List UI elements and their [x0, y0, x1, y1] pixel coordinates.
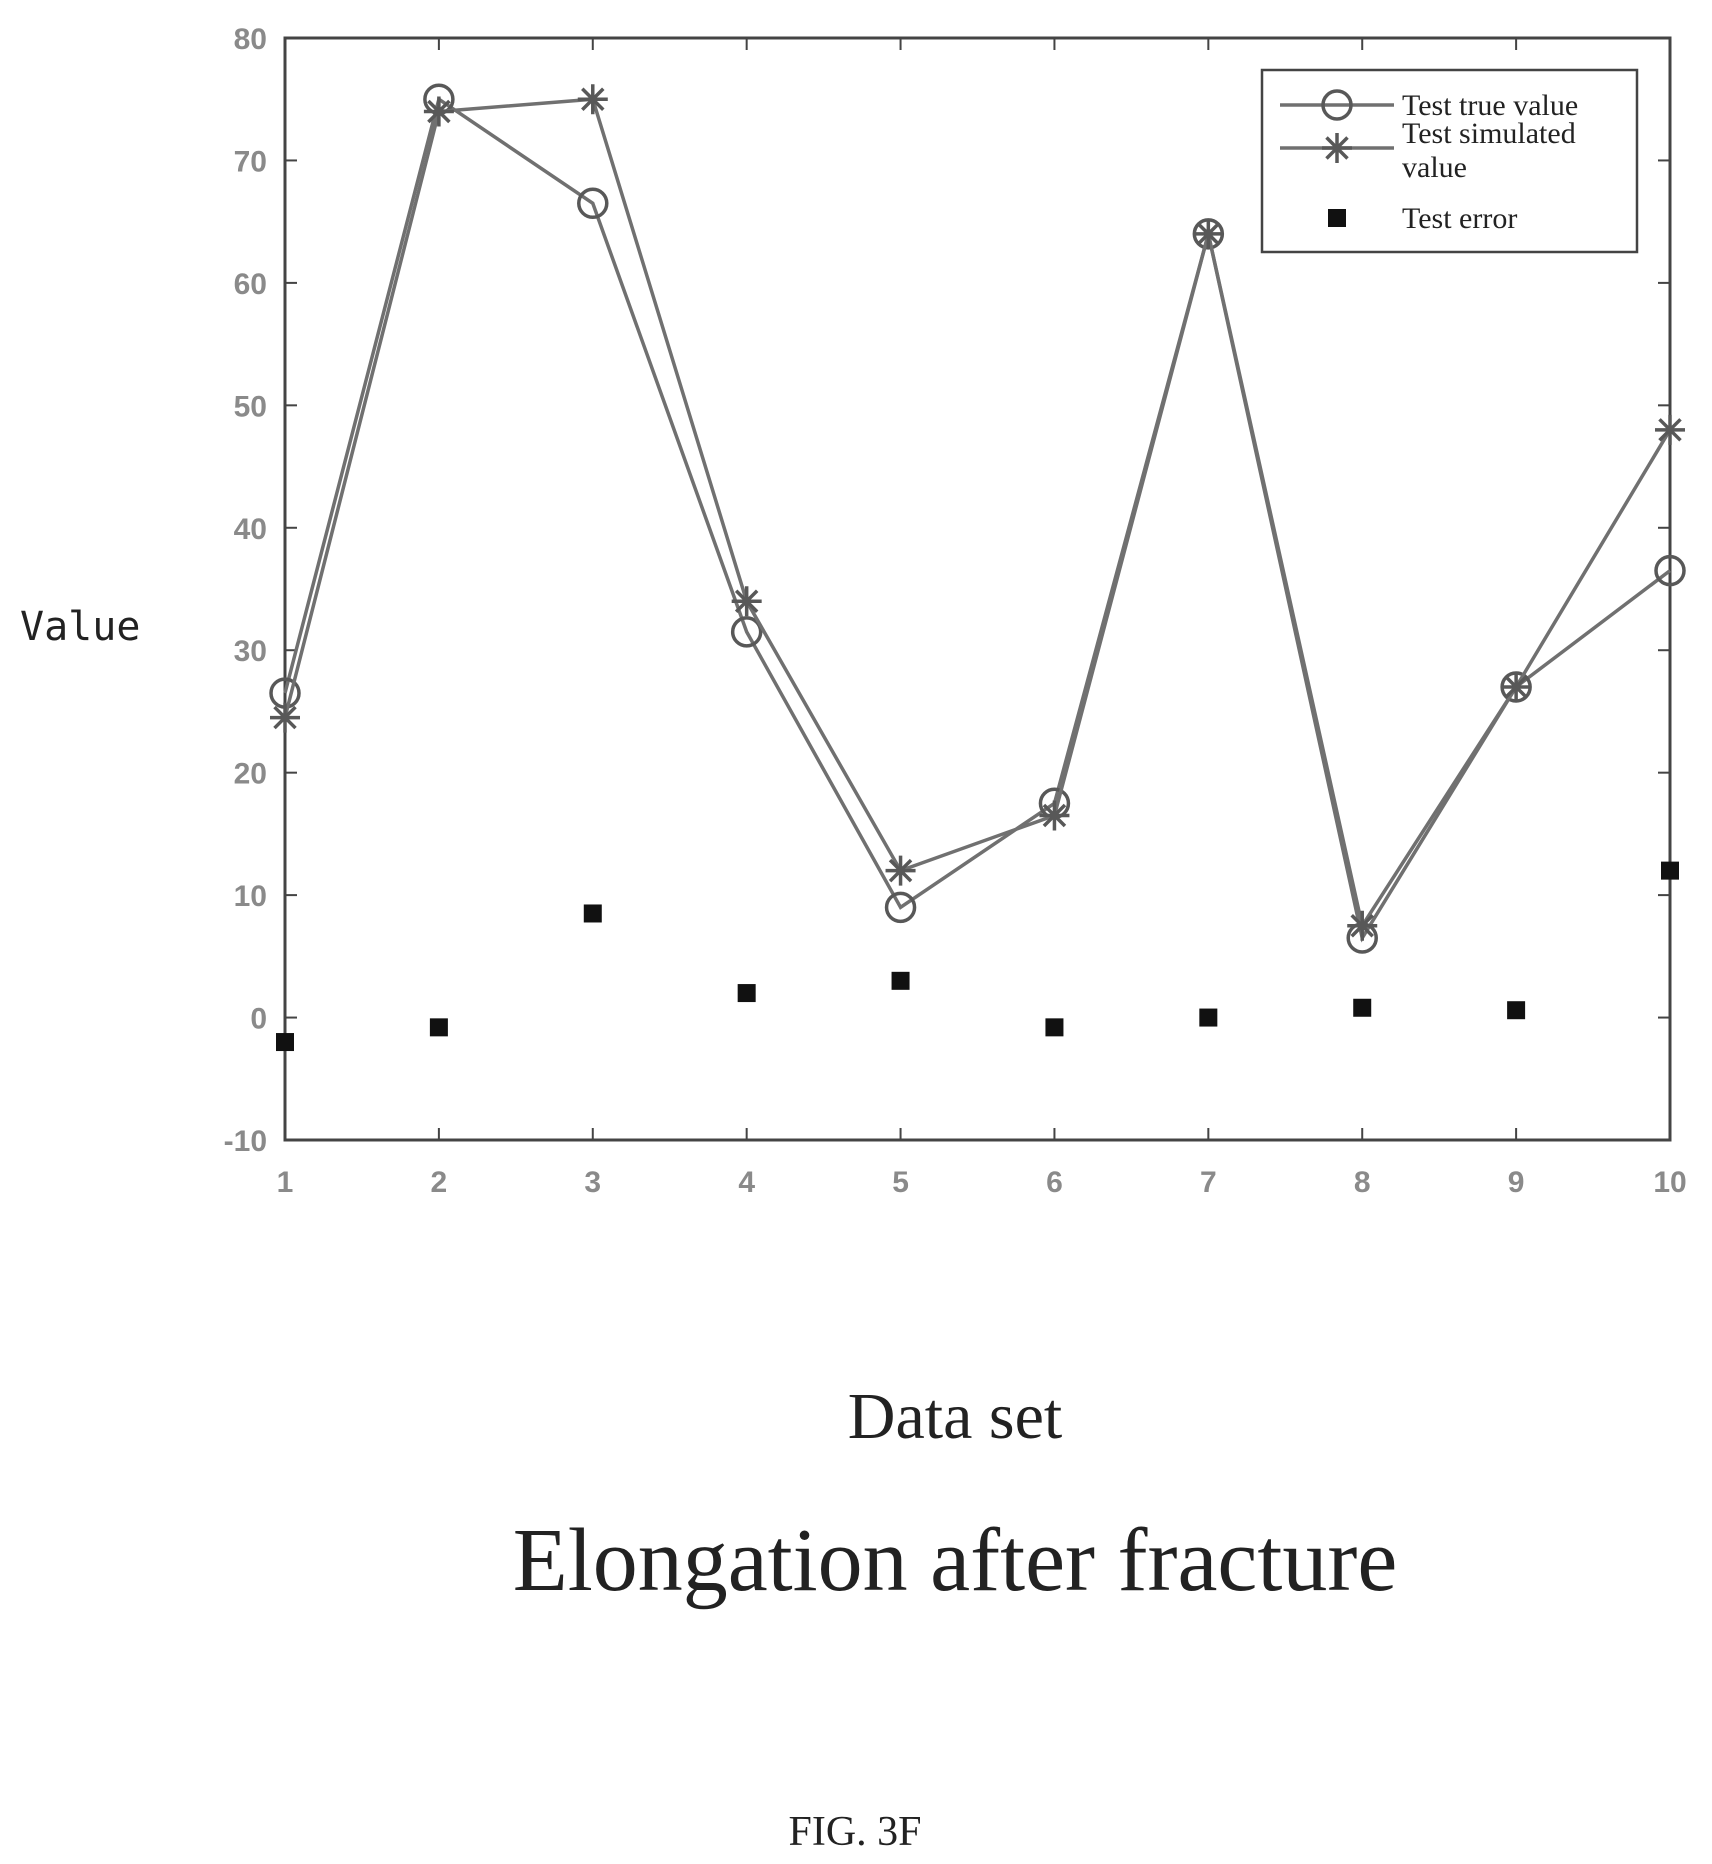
data-point	[583, 904, 602, 923]
data-point	[276, 1033, 294, 1052]
series-test-error	[276, 861, 1679, 1052]
legend-marker	[1321, 89, 1353, 121]
y-tick-label: 40	[234, 513, 267, 546]
x-tick-label: 7	[1200, 1166, 1217, 1199]
data-point	[577, 187, 609, 220]
data-point	[730, 616, 763, 648]
series-line	[283, 97, 1672, 931]
data-point	[429, 1018, 448, 1037]
y-tick-label: 70	[234, 145, 267, 178]
figure-label: FIG. 3F	[788, 1809, 921, 1855]
x-tick-label: 10	[1653, 1166, 1686, 1199]
x-axis-label: Data set	[848, 1380, 1062, 1453]
x-tick-label: 5	[892, 1166, 909, 1199]
x-tick-label: 3	[584, 1166, 601, 1199]
data-point	[884, 891, 917, 924]
y-tick-label: 10	[234, 880, 267, 913]
y-tick-label: -10	[224, 1125, 267, 1158]
data-point	[737, 984, 756, 1003]
data-point	[1193, 218, 1224, 249]
data-point	[1347, 910, 1378, 941]
plot-frame	[283, 36, 1672, 1142]
data-point	[1655, 414, 1685, 445]
data-point	[891, 971, 910, 990]
x-tick-label: 6	[1046, 1166, 1063, 1199]
data-point	[731, 586, 762, 617]
data-point	[1039, 800, 1070, 831]
legend-marker	[1322, 133, 1352, 163]
data-point	[1045, 1018, 1064, 1037]
legend-label: Test simulated value	[1402, 117, 1576, 184]
y-tick-label: 50	[234, 390, 267, 423]
legend-label: Test true value	[1402, 89, 1578, 122]
x-tick-label: 2	[431, 1166, 448, 1199]
data-point	[1501, 671, 1532, 702]
data-point	[885, 855, 916, 886]
x-tick-label: 1	[277, 1166, 294, 1199]
y-tick-label: 60	[234, 268, 267, 301]
y-tick-label: 30	[234, 635, 267, 668]
data-point	[1353, 998, 1372, 1017]
y-tick-label: 20	[234, 758, 267, 791]
plot-axes: -10 0 10 20 30 40 50 60 70 80 1 2 3 4 5 6 7 8 9 10	[224, 23, 1687, 1199]
legend-marker	[1328, 209, 1346, 227]
series-test-simulated-value	[270, 84, 1685, 941]
data-point	[423, 96, 454, 127]
data-point	[270, 702, 300, 733]
data-point	[577, 84, 608, 115]
data-point	[1654, 554, 1686, 587]
y-tick-label: 0	[250, 1003, 267, 1036]
legend-label: Test error	[1402, 202, 1517, 235]
x-tick-label: 9	[1508, 1166, 1525, 1199]
y-tick-label: 80	[234, 23, 267, 56]
x-tick-label: 4	[738, 1166, 755, 1199]
data-point	[1507, 1001, 1526, 1020]
series-line	[283, 96, 1672, 943]
y-axis-label: Value	[20, 604, 140, 650]
data-point	[1661, 861, 1679, 880]
plot-area	[269, 83, 1686, 1052]
chart-title: Elongation after fracture	[513, 1511, 1398, 1610]
x-tick-label: 8	[1354, 1166, 1371, 1199]
data-point	[1199, 1008, 1218, 1027]
